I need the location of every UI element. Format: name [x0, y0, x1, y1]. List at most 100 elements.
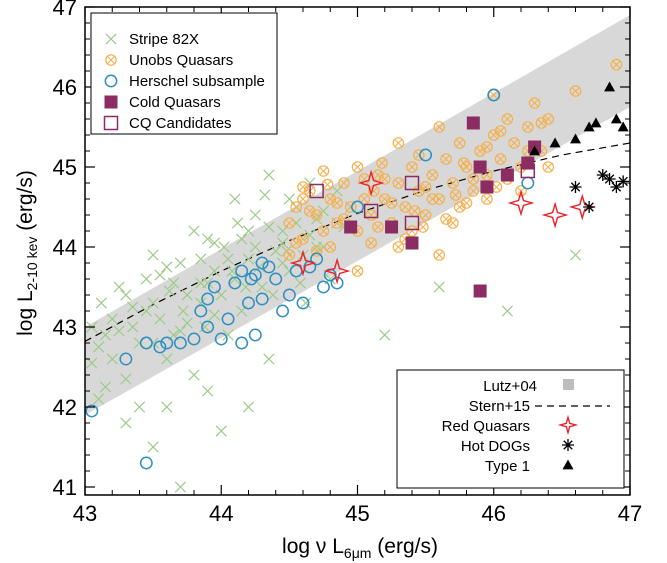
data-point-stripe-82x	[167, 277, 180, 289]
data-point-stripe-82x	[127, 321, 139, 333]
data-point-unobs-quasars	[426, 193, 439, 205]
data-point-unobs-quasars	[406, 161, 418, 173]
data-point-stripe-82x	[199, 321, 211, 333]
legend-item-unobs-quasars: Unobs Quasars	[105, 52, 233, 69]
data-point-cq-candidates	[404, 215, 420, 231]
data-point-stripe-82x	[163, 285, 176, 297]
data-point-stripe-82x	[133, 401, 146, 413]
grey-square-icon	[563, 379, 574, 390]
data-point-stripe-82x	[222, 329, 234, 341]
data-point-herschel-subsample	[487, 88, 501, 102]
data-point-type-1	[590, 117, 602, 128]
data-point-stripe-82x	[259, 189, 271, 201]
asterisk-marker-icon	[562, 439, 574, 451]
data-point-stripe-82x	[147, 297, 159, 309]
data-point-stripe-82x	[242, 253, 255, 265]
data-point-herschel-subsample	[248, 328, 262, 342]
series-cold-quasars	[344, 116, 542, 298]
data-point-unobs-quasars	[283, 217, 296, 229]
data-point-stripe-82x	[181, 289, 193, 301]
data-point-stripe-82x	[270, 245, 282, 257]
data-point-stripe-82x	[140, 305, 152, 317]
data-point-herschel-subsample	[235, 336, 249, 350]
axis-ticks	[84, 6, 631, 495]
x-marker-icon-shape	[105, 33, 117, 45]
y-tick-label: 43	[53, 315, 77, 340]
data-point-stripe-82x	[93, 341, 105, 353]
data-point-herschel-subsample	[248, 268, 262, 282]
data-point-unobs-quasars	[297, 193, 309, 205]
open-square-marker-icon-shape	[103, 115, 119, 131]
data-point-unobs-quasars	[433, 121, 446, 133]
y-tick-label: 41	[53, 475, 77, 500]
data-point-herschel-subsample	[187, 332, 201, 346]
filled-square-marker-icon-shape	[104, 95, 118, 109]
data-point-unobs-quasars	[392, 137, 405, 149]
data-point-hot-dogs	[603, 173, 616, 185]
data-point-stripe-82x	[195, 253, 207, 265]
data-point-unobs-quasars	[376, 157, 388, 169]
series-herschel-subsample	[85, 88, 535, 470]
data-point-unobs-quasars	[283, 249, 296, 261]
data-point-cold-quasars	[405, 236, 419, 250]
data-point-red-quasars	[289, 249, 317, 277]
data-point-stripe-82x	[154, 313, 166, 325]
data-point-stripe-82x	[202, 233, 214, 245]
data-point-stripe-82x	[263, 169, 275, 181]
data-point-stripe-82x	[120, 289, 132, 301]
data-point-stripe-82x	[297, 249, 309, 261]
data-point-stripe-82x	[174, 481, 186, 493]
series-hot-dogs	[569, 169, 630, 213]
data-point-unobs-quasars	[467, 173, 480, 185]
legend-label-unobs-quasars: Unobs Quasars	[129, 52, 233, 69]
data-point-herschel-subsample	[521, 176, 535, 190]
data-point-stripe-82x	[202, 277, 214, 289]
data-point-herschel-subsample	[194, 304, 208, 318]
data-point-herschel-subsample	[201, 292, 215, 306]
data-point-unobs-quasars	[449, 189, 462, 201]
legend-bottom-right: Lutz+04 Stern+15 Red Quasars Hot DOGs Ty…	[396, 369, 625, 489]
x-tick-label: 43	[73, 501, 97, 526]
data-point-stripe-82x	[311, 241, 323, 253]
data-point-unobs-quasars	[406, 225, 418, 237]
data-point-unobs-quasars	[419, 209, 432, 221]
data-point-herschel-subsample	[173, 336, 187, 350]
data-point-stripe-82x	[433, 281, 445, 293]
legend-item-stern15: Stern+15	[469, 398, 610, 415]
data-point-stripe-82x	[120, 417, 132, 429]
data-point-red-quasars	[541, 201, 569, 229]
legend-label-cold-quasars: Cold Quasars	[129, 94, 221, 111]
data-point-herschel-subsample	[214, 332, 228, 346]
y-tick-label: 44	[53, 235, 77, 260]
data-point-stripe-82x	[379, 329, 391, 341]
data-point-stripe-82x	[226, 265, 238, 277]
legend-label-type1: Type 1	[485, 458, 530, 475]
data-point-unobs-quasars	[542, 161, 555, 173]
data-point-stripe-82x	[147, 337, 159, 349]
data-point-herschel-subsample	[139, 456, 153, 470]
data-point-stripe-82x	[263, 221, 275, 233]
data-point-stripe-82x	[317, 205, 330, 217]
data-point-stripe-82x	[147, 249, 159, 261]
legend-item-red-quasars: Red Quasars	[442, 414, 579, 436]
data-point-stripe-82x	[99, 329, 112, 341]
data-point-stripe-82x	[283, 265, 295, 277]
data-point-unobs-quasars	[494, 153, 507, 165]
data-point-herschel-subsample	[330, 276, 344, 290]
data-point-stripe-82x	[222, 253, 234, 265]
data-point-stripe-82x	[188, 225, 200, 237]
data-point-unobs-quasars	[474, 145, 486, 157]
data-point-stripe-82x	[174, 257, 186, 269]
data-point-unobs-quasars	[351, 161, 364, 173]
open-square-marker-icon	[103, 115, 119, 131]
data-point-unobs-quasars	[385, 197, 398, 209]
data-point-stripe-82x	[208, 265, 221, 277]
data-point-herschel-subsample	[207, 280, 221, 294]
data-point-unobs-quasars	[433, 249, 446, 261]
star-marker-icon	[557, 414, 579, 436]
data-point-stripe-82x	[294, 277, 306, 289]
data-point-unobs-quasars	[508, 137, 520, 149]
data-point-cq-candidates	[404, 175, 420, 191]
data-point-stripe-82x	[133, 337, 146, 349]
data-point-unobs-quasars	[331, 197, 343, 209]
